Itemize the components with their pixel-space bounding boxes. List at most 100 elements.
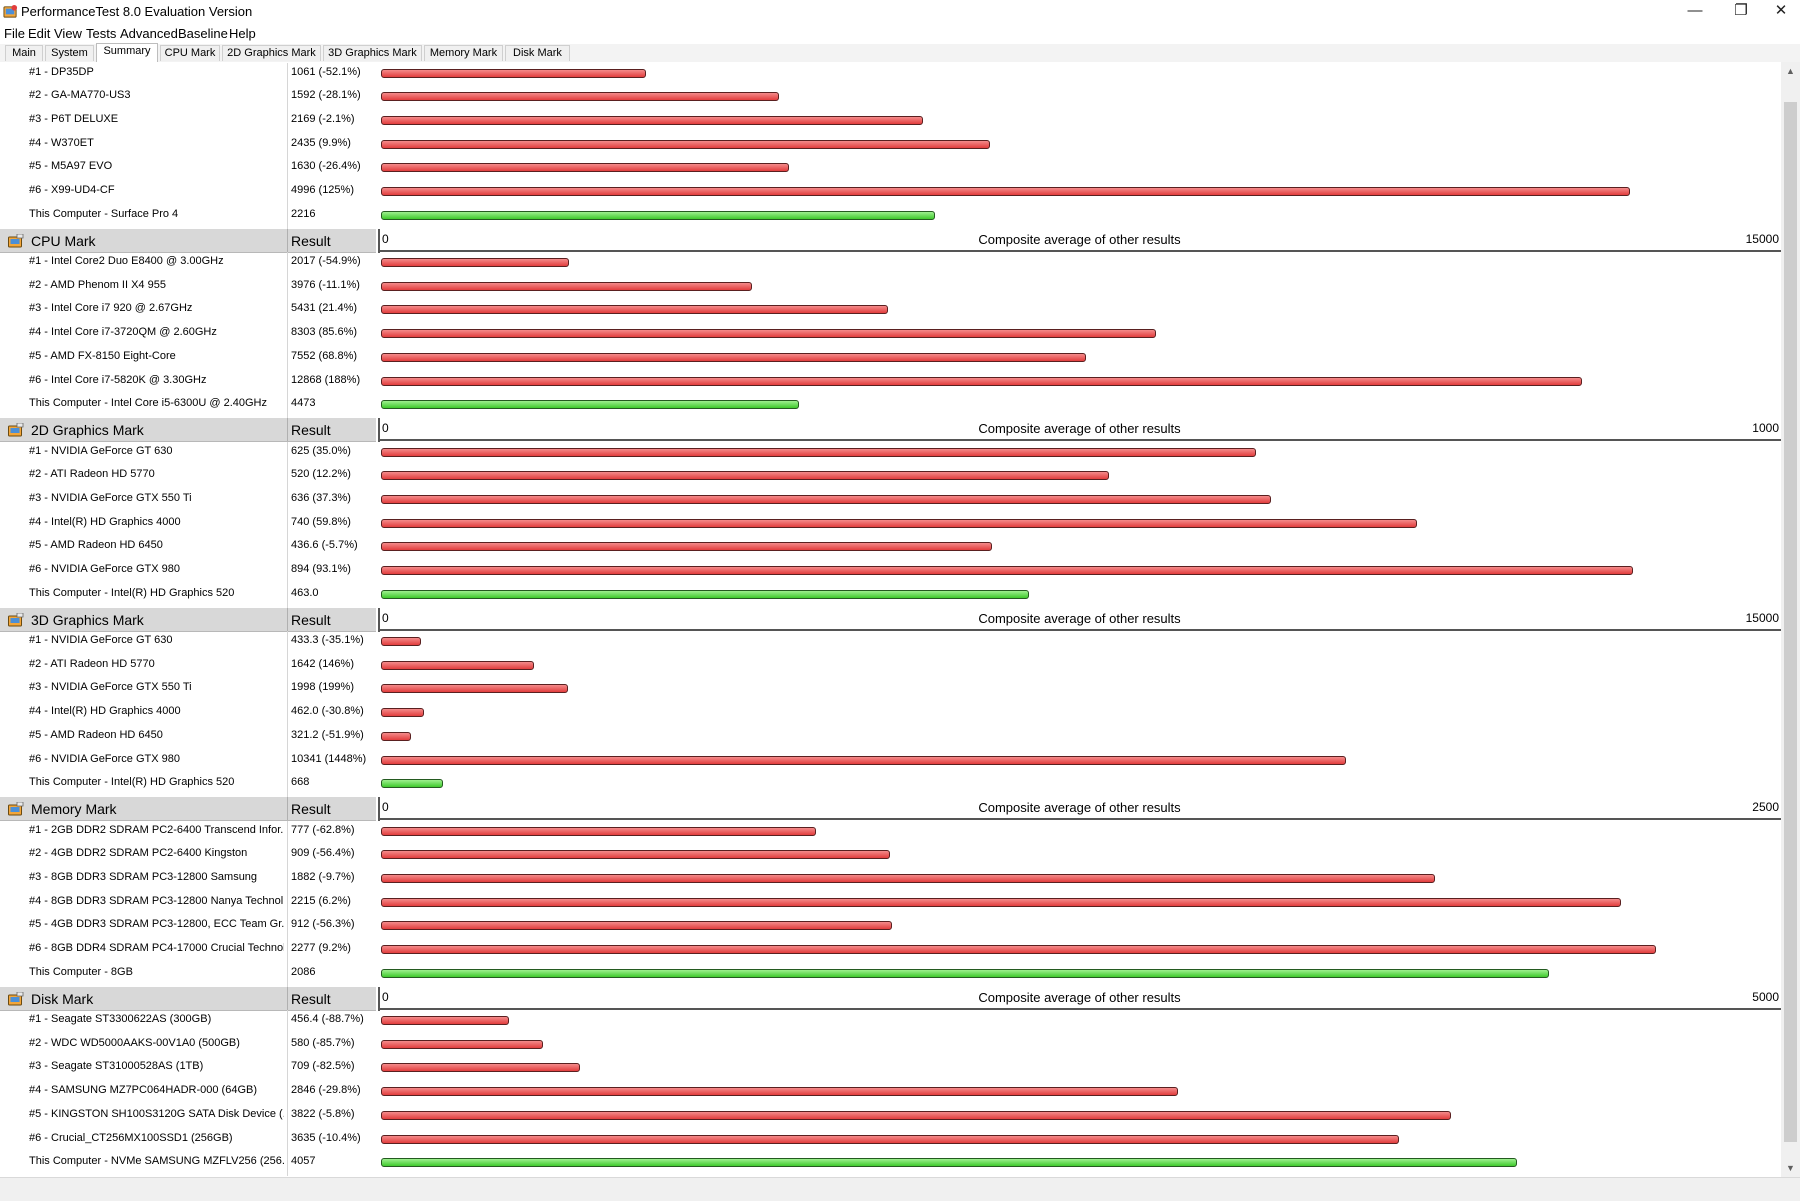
result-row-5: #5 - KINGSTON SH100S3120G SATA Disk Devi… — [0, 1104, 1780, 1129]
menu-edit[interactable]: Edit — [28, 26, 51, 41]
tab-summary[interactable]: Summary — [96, 43, 158, 62]
axis-min-label: 0 — [382, 231, 389, 246]
result-row-2: #2 - ATI Radeon HD 5770 1642 (146%) — [0, 654, 1780, 679]
axis-min-label: 0 — [382, 989, 389, 1004]
column-divider — [287, 702, 288, 727]
result-bar — [381, 897, 1622, 907]
result-bar — [381, 494, 1272, 504]
result-bar — [381, 826, 817, 836]
section-result-header: Result — [291, 422, 331, 438]
menu-advanced[interactable]: Advanced — [120, 26, 178, 41]
row-name: #6 - X99-UD4-CF — [29, 184, 115, 196]
result-row-2: #2 - AMD Phenom II X4 955 3976 (-11.1%) — [0, 275, 1780, 300]
result-row-5: #5 - 4GB DDR3 SDRAM PC3-12800, ECC Team … — [0, 915, 1780, 940]
row-name: #2 - AMD Phenom II X4 955 — [29, 278, 166, 291]
row-name: #5 - KINGSTON SH100S3120G SATA Disk Devi… — [29, 1107, 284, 1120]
tab-memory-mark[interactable]: Memory Mark — [424, 45, 503, 61]
scroll-down-arrow-icon[interactable]: ▼ — [1786, 1163, 1795, 1173]
result-row-4: #4 - 8GB DDR3 SDRAM PC3-12800 Nanya Tech… — [0, 891, 1780, 916]
column-divider — [287, 109, 288, 134]
result-row-1: #1 - NVIDIA GeForce GT 630 433.3 (-35.1%) — [0, 631, 1780, 655]
result-bar — [381, 1087, 1178, 1097]
column-divider — [287, 1104, 288, 1129]
column-divider — [287, 631, 288, 655]
result-bar — [381, 115, 924, 125]
close-button[interactable]: ✕ — [1774, 2, 1788, 19]
tab-3d-graphics-mark[interactable]: 3D Graphics Mark — [323, 45, 422, 61]
column-divider — [287, 181, 288, 205]
section-icon — [8, 233, 24, 247]
row-name: #6 - NVIDIA GeForce GTX 980 — [29, 752, 181, 765]
result-bar — [381, 921, 892, 931]
result-row-2: #2 - ATI Radeon HD 5770 520 (12.2%) — [0, 465, 1780, 490]
axis-bar: 0 Composite average of other results 15000 — [378, 228, 1781, 253]
minimize-button[interactable]: — — [1687, 2, 1703, 19]
result-bar — [381, 447, 1256, 457]
tab-cpu-mark[interactable]: CPU Mark — [160, 45, 220, 61]
row-name: #2 - 4GB DDR2 SDRAM PC2-6400 Kingston — [29, 847, 248, 860]
result-bar — [381, 637, 422, 646]
row-result: 2435 (9.9%) — [291, 136, 351, 149]
column-divider — [287, 204, 288, 229]
row-result: 2846 (-29.8%) — [291, 1084, 361, 1097]
row-name: #2 - ATI Radeon HD 5770 — [29, 657, 155, 670]
row-result: 668 — [291, 776, 310, 789]
row-name: #6 - Intel Core i7-5820K @ 3.30GHz — [29, 373, 207, 386]
menu-view[interactable]: View — [54, 26, 82, 41]
result-row-4: #4 - W370ET 2435 (9.9%) — [0, 133, 1780, 158]
row-result: 321.2 (-51.9%) — [291, 728, 364, 741]
this-computer-row: This Computer - Intel(R) HD Graphics 520… — [0, 773, 1780, 798]
menu-baseline[interactable]: Baseline — [178, 26, 228, 41]
row-name: #4 - 8GB DDR3 SDRAM PC3-12800 Nanya Tech… — [29, 894, 284, 907]
axis-baseline — [378, 439, 1781, 441]
row-name: #1 - NVIDIA GeForce GT 630 — [29, 634, 173, 646]
row-result: 436.6 (-5.7%) — [291, 539, 358, 552]
column-divider — [287, 962, 288, 987]
row-result: 2169 (-2.1%) — [291, 112, 355, 125]
result-row-3: #3 - Intel Core i7 920 @ 2.67GHz 5431 (21… — [0, 299, 1780, 324]
row-name: #2 - WDC WD5000AAKS-00V1A0 (500GB) — [29, 1036, 240, 1049]
axis-bar: 0 Composite average of other results 5000 — [378, 986, 1781, 1011]
menu-file[interactable]: File — [4, 26, 25, 41]
row-result: 1630 (-26.4%) — [291, 160, 361, 173]
scrollbar-thumb[interactable] — [1784, 102, 1797, 1142]
row-name: This Computer - Intel Core i5-6300U @ 2.… — [29, 397, 267, 410]
tab-system[interactable]: System — [45, 45, 94, 61]
tab-disk-mark[interactable]: Disk Mark — [505, 45, 570, 61]
axis-bar: 0 Composite average of other results 2500 — [378, 797, 1781, 821]
menu-tests[interactable]: Tests — [86, 26, 117, 41]
result-bar — [381, 518, 1417, 528]
column-divider — [287, 678, 288, 703]
row-name: This Computer - NVMe SAMSUNG MZFLV256 (2… — [29, 1155, 284, 1168]
row-name: #6 - Crucial_CT256MX100SSD1 (256GB) — [29, 1131, 233, 1144]
column-divider — [287, 157, 288, 182]
menu-help[interactable]: Help — [229, 26, 256, 41]
restore-button[interactable]: ❐ — [1734, 2, 1748, 19]
result-bar — [381, 1039, 544, 1049]
vertical-scrollbar[interactable]: ▲ ▼ — [1781, 62, 1800, 1177]
axis-baseline — [378, 628, 1781, 631]
scroll-up-arrow-icon[interactable]: ▲ — [1786, 66, 1795, 76]
tab-2d-graphics-mark[interactable]: 2D Graphics Mark — [222, 45, 321, 61]
axis-center-label: Composite average of other results — [978, 800, 1181, 815]
header-divider — [287, 228, 288, 252]
column-divider — [287, 86, 288, 111]
row-result: 5431 (21.4%) — [291, 302, 358, 315]
column-divider — [287, 583, 288, 608]
row-result: 520 (12.2%) — [291, 468, 351, 481]
result-row-6: #6 - NVIDIA GeForce GTX 980 10341 (1448%) — [0, 749, 1780, 774]
axis-center-label: Composite average of other results — [978, 610, 1181, 626]
section-memory: Memory Mark Result 0 Composite average of o… — [0, 797, 1800, 987]
row-name: #6 - NVIDIA GeForce GTX 980 — [29, 563, 181, 575]
row-result: 1061 (-52.1%) — [291, 65, 361, 78]
column-divider — [287, 1010, 288, 1034]
tab-main[interactable]: Main — [5, 45, 43, 61]
row-result: 7552 (68.8%) — [291, 349, 358, 362]
row-result: 894 (93.1%) — [291, 563, 351, 575]
section-2d: 2D Graphics Mark Result 0 Composite average… — [0, 418, 1800, 608]
this-computer-row: This Computer - Intel Core i5-6300U @ 2.… — [0, 394, 1780, 419]
column-divider — [287, 654, 288, 679]
section-passmark: #1 - DP35DP 1061 (-52.1%) #2 - GA-MA770-US… — [0, 62, 1800, 229]
result-row-3: #3 - NVIDIA GeForce GTX 550 Ti 636 (37.3%… — [0, 488, 1780, 513]
result-bar — [381, 945, 1657, 954]
